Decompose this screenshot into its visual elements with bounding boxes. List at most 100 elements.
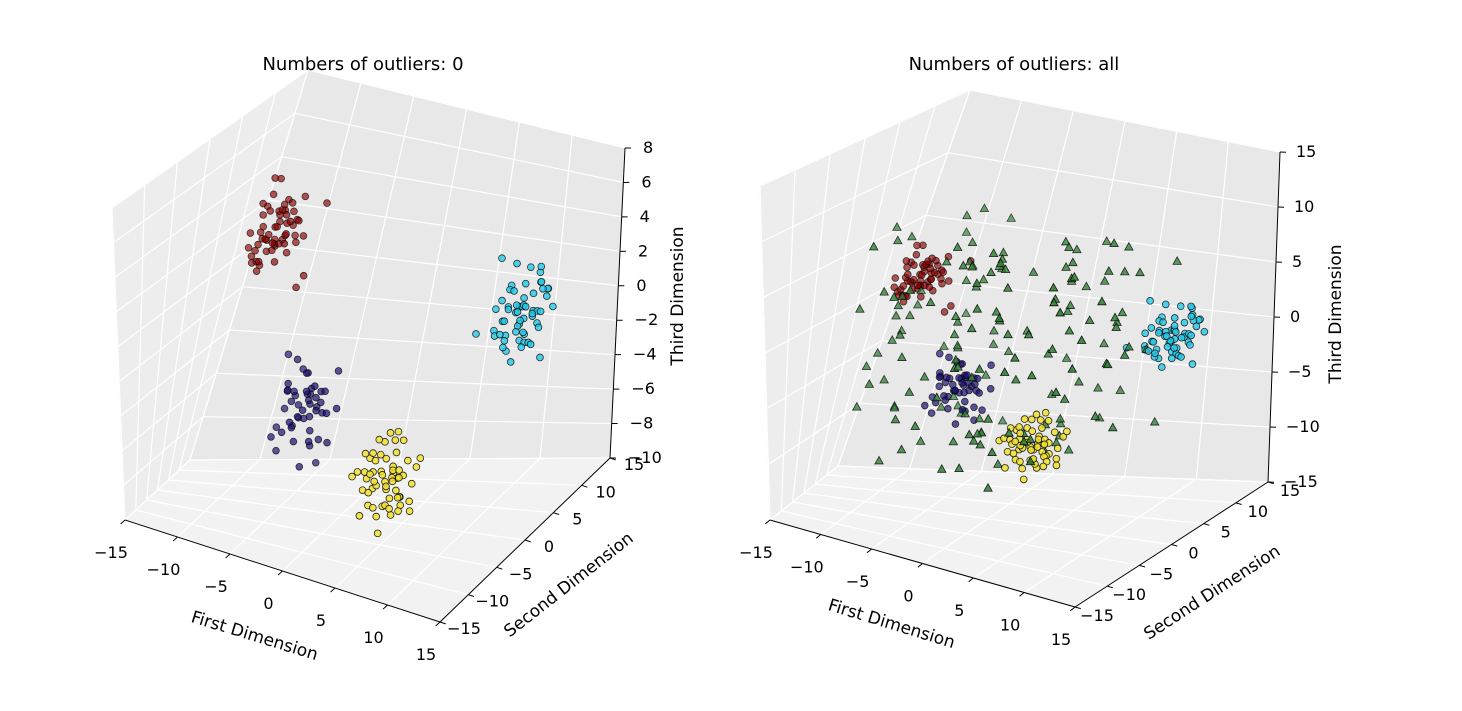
scatter-point-outlier bbox=[987, 447, 997, 457]
z-axis-label: Third Dimension bbox=[1326, 244, 1346, 384]
scatter-point-outlier bbox=[993, 458, 1003, 468]
scatter-point bbox=[378, 471, 387, 479]
scatter-points bbox=[851, 203, 1209, 492]
scatter-point bbox=[1036, 416, 1045, 424]
scatter-point-outlier bbox=[966, 372, 977, 382]
scatter-point bbox=[416, 454, 425, 462]
x-tick bbox=[866, 548, 872, 554]
scatter-point-outlier bbox=[872, 347, 883, 357]
scatter-point bbox=[393, 493, 402, 502]
scatter-point bbox=[386, 511, 395, 519]
scatter-point bbox=[314, 435, 323, 444]
scatter-point bbox=[917, 271, 926, 279]
scatter-point bbox=[1167, 354, 1176, 363]
scatter-point bbox=[252, 267, 261, 275]
scatter-point-outlier bbox=[1099, 338, 1109, 348]
scatter-point bbox=[292, 283, 300, 292]
x-tick-label: 0 bbox=[903, 587, 913, 606]
y-tick bbox=[581, 484, 588, 488]
z-tick-label: −10 bbox=[628, 448, 662, 467]
scatter-point bbox=[305, 426, 314, 435]
scatter-point-outlier bbox=[910, 421, 921, 430]
scatter-point-outlier bbox=[864, 378, 875, 388]
scatter-point bbox=[251, 246, 259, 255]
grid-line bbox=[837, 465, 1269, 483]
y-tick bbox=[524, 539, 531, 543]
scatter-point-outlier bbox=[983, 482, 993, 492]
x-tick-label: −10 bbox=[790, 558, 824, 577]
scatter-point bbox=[244, 244, 253, 252]
y-tick-label: 5 bbox=[1221, 523, 1231, 542]
scatter-point bbox=[899, 282, 908, 290]
scatter-point-outlier bbox=[889, 402, 900, 412]
scatter-point bbox=[512, 328, 520, 336]
scatter-point-outlier bbox=[966, 323, 977, 333]
scatter-point bbox=[301, 192, 310, 201]
scatter-point-outlier bbox=[1059, 393, 1070, 403]
scatter-point bbox=[286, 217, 295, 226]
scatter-point-outlier bbox=[952, 340, 963, 350]
grid-line bbox=[117, 242, 256, 348]
scatter-point bbox=[304, 437, 313, 446]
scatter-point bbox=[504, 305, 513, 314]
scatter-point bbox=[1170, 314, 1179, 322]
x-tick-label: −15 bbox=[739, 543, 773, 562]
scatter-point-outlier bbox=[948, 391, 959, 400]
scatter-point bbox=[965, 386, 973, 395]
scatter-point bbox=[909, 275, 918, 284]
scatter-point-outlier bbox=[962, 210, 972, 220]
scatter-point-outlier bbox=[905, 285, 916, 294]
scatter-point bbox=[405, 507, 414, 515]
scatter-point bbox=[388, 477, 397, 486]
scatter-point bbox=[955, 374, 963, 382]
scatter-point bbox=[294, 401, 303, 409]
scatter-point-outlier bbox=[905, 310, 915, 320]
scatter-point bbox=[283, 386, 292, 394]
scatter-point-outlier bbox=[974, 413, 985, 423]
scatter-point bbox=[1161, 300, 1170, 309]
scatter-point bbox=[1016, 457, 1024, 466]
grid-line bbox=[826, 474, 1236, 504]
scatter-point-outlier bbox=[1061, 352, 1072, 362]
scatter-point bbox=[1188, 360, 1197, 368]
scatter-point bbox=[272, 423, 281, 431]
scatter-point-outlier bbox=[939, 341, 949, 350]
scatter-point bbox=[1151, 349, 1159, 358]
scatter-point bbox=[407, 479, 416, 488]
y-tick bbox=[468, 594, 475, 597]
scatter-point-outlier bbox=[988, 248, 999, 258]
scatter-point bbox=[1149, 338, 1158, 346]
scatter-point bbox=[288, 199, 297, 207]
scatter-point bbox=[951, 420, 960, 428]
scatter-point-outlier bbox=[868, 241, 879, 251]
grid-line bbox=[307, 69, 626, 149]
scatter-point-outlier bbox=[994, 313, 1005, 322]
y-tick bbox=[1139, 564, 1146, 568]
grid-line bbox=[111, 69, 309, 209]
scatter-point bbox=[323, 199, 331, 207]
scatter-point bbox=[939, 268, 947, 276]
y-tick bbox=[1235, 502, 1242, 505]
scatter-point bbox=[317, 398, 325, 407]
scatter-point-outlier bbox=[1099, 275, 1110, 285]
scatter-point bbox=[282, 211, 291, 219]
scatter-point bbox=[526, 340, 535, 349]
z-tick-label: 6 bbox=[641, 172, 651, 191]
scatter-point bbox=[513, 308, 522, 316]
scatter-point bbox=[513, 259, 521, 268]
z-tick-label: 5 bbox=[1292, 252, 1302, 271]
scatter-point-outlier bbox=[854, 303, 865, 313]
x-tick-label: −5 bbox=[204, 577, 228, 596]
scatter-point bbox=[1038, 424, 1046, 432]
scatter-point bbox=[1052, 461, 1061, 470]
scatter-point bbox=[1019, 475, 1028, 484]
y-tick-label: −10 bbox=[1112, 585, 1146, 604]
scatter-point-outlier bbox=[1002, 282, 1013, 292]
y-tick bbox=[1203, 523, 1210, 526]
scatter-point bbox=[412, 463, 421, 471]
scatter-point-outlier bbox=[1010, 352, 1020, 362]
scatter-point-outlier bbox=[971, 278, 982, 287]
scatter-point-outlier bbox=[1051, 387, 1061, 396]
scatter-point bbox=[290, 387, 298, 396]
axes-ticks: −15−10−5051015−15−10−5051015−15−10−50510… bbox=[739, 142, 1320, 649]
